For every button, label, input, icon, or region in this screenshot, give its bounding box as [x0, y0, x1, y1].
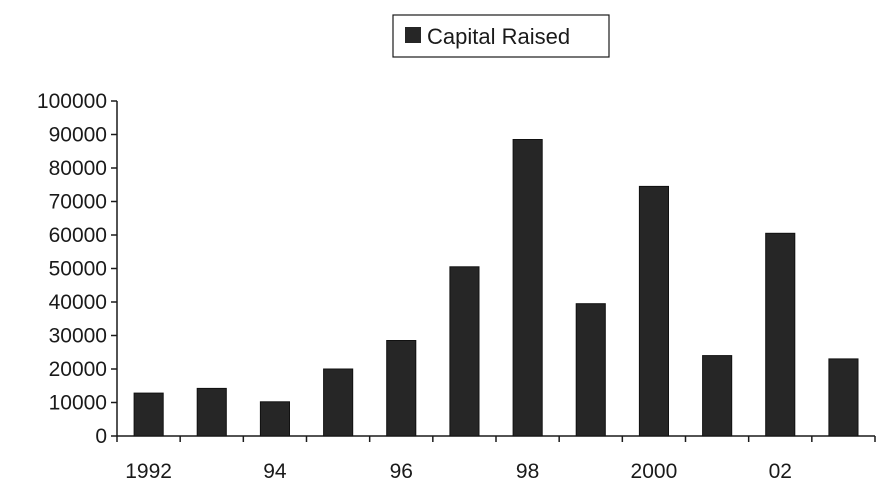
bar-1993: [196, 387, 227, 437]
y-tick-label: 30000: [49, 325, 107, 348]
y-tick-label: 90000: [49, 124, 107, 147]
x-tick-label: 02: [769, 460, 792, 483]
legend: Capital Raised: [392, 14, 610, 58]
bar-1995: [323, 368, 354, 437]
x-axis: 1992 94 96 98 2000 02: [116, 435, 876, 483]
bar-2003: [828, 358, 859, 437]
bar-98: [512, 139, 543, 437]
x-tick-label: 1992: [125, 460, 172, 483]
y-tick-label: 50000: [49, 258, 107, 281]
y-tick-label: 70000: [49, 191, 107, 214]
y-tick-label: 60000: [49, 224, 107, 247]
y-tick-label: 80000: [49, 157, 107, 180]
legend-label: Capital Raised: [427, 24, 570, 49]
x-tick-label: 96: [390, 460, 413, 483]
bar-1997: [449, 266, 480, 437]
bar-02: [765, 232, 796, 437]
bar-94: [259, 401, 290, 437]
y-tick-label: 20000: [49, 358, 107, 381]
bar-1999: [575, 303, 606, 437]
legend-box: [392, 14, 610, 58]
y-tick-label: 0: [95, 425, 107, 448]
legend-swatch: [405, 27, 421, 43]
bar-96: [386, 340, 417, 437]
bar-2001: [702, 355, 733, 437]
y-axis: 0 10000 20000 30000 40000 50000 60000 70000 8000…: [37, 90, 118, 448]
x-tick-label: 94: [263, 460, 287, 483]
bar-1992: [133, 392, 164, 437]
x-tick-label: 2000: [631, 460, 678, 483]
y-tick-label: 100000: [37, 90, 107, 113]
y-tick-label: 40000: [49, 291, 107, 314]
bars: [133, 139, 859, 437]
bar-2000: [638, 185, 670, 437]
x-tick-label: 98: [516, 460, 539, 483]
y-tick-label: 10000: [49, 392, 107, 415]
